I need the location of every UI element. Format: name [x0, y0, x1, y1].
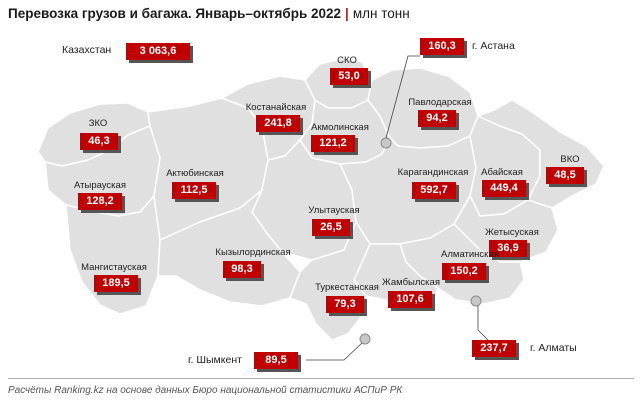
region-value-zhetysu: 36,9: [489, 240, 527, 257]
region-label-pavlodar: Павлодарская: [408, 97, 472, 108]
region-label-turkestan: Туркестанская: [315, 282, 379, 293]
city-value-shymkent: 89,5: [254, 352, 298, 369]
region-label-zhambyl: Жамбылская: [382, 277, 440, 288]
region-label-akmola: Акмолинская: [311, 122, 369, 133]
region-value-zko: 46,3: [80, 133, 118, 150]
header: Перевозка грузов и багажа. Январь–октябр…: [8, 6, 410, 21]
region-label-vko: ВКО: [560, 154, 580, 165]
total-value-box: 3 063,6: [126, 43, 190, 60]
region-value-kyzylorda: 98,3: [223, 261, 261, 278]
total-label: Казахстан: [62, 44, 112, 56]
shymkent-marker: [359, 333, 371, 345]
title-separator: |: [345, 6, 349, 21]
astana-leader-line: [385, 55, 420, 139]
region-value-turkestan: 79,3: [326, 296, 364, 313]
region-value-mangistau: 189,5: [94, 275, 138, 292]
shymkent-leader-line: [306, 342, 363, 361]
map-title: Перевозка грузов и багажа. Январь–октябр…: [8, 6, 342, 21]
city-markers: [306, 55, 489, 361]
almaty-leader-line: [477, 306, 489, 341]
region-value-pavlodar: 94,2: [418, 110, 456, 127]
region-label-mangistau: Мангистауская: [81, 262, 147, 273]
region-value-almaty-region: 150,2: [442, 263, 486, 280]
region-label-almaty-region: Алматинская: [441, 249, 499, 260]
region-value-vko: 48,5: [546, 167, 584, 184]
region-value-akmola: 121,2: [311, 135, 355, 152]
footer-divider: [8, 378, 634, 379]
region-value-atyrau: 128,2: [78, 193, 122, 210]
region-label-ulytau: Улытауская: [308, 205, 360, 216]
region-label-sko: СКО: [337, 55, 357, 66]
city-label-shymkent: г. Шымкент: [188, 354, 242, 366]
region-label-kostanay: Костанайская: [245, 102, 307, 113]
region-value-ulytau: 26,5: [312, 219, 350, 236]
region-label-zhetysu: Жетысуская: [485, 227, 539, 238]
region-value-kostanay: 241,8: [256, 115, 300, 132]
astana-marker: [380, 137, 392, 149]
region-value-aktobe: 112,5: [172, 182, 216, 199]
region-label-kyzylorda: Кызылординская: [215, 247, 291, 258]
unit-label: млн тонн: [352, 6, 410, 21]
region-value-sko: 53,0: [330, 68, 368, 85]
region-label-atyrau: Атырауская: [74, 180, 126, 191]
region-value-abay: 449,4: [482, 180, 526, 197]
region-label-karaganda: Карагандинская: [397, 167, 469, 178]
region-label-abay: Абайская: [481, 167, 523, 178]
almaty-marker: [470, 295, 482, 307]
region-shapes: [37, 57, 605, 341]
city-label-astana: г. Астана: [472, 40, 515, 52]
region-label-zko: ЗКО: [88, 118, 108, 129]
city-value-almaty: 237,7: [472, 340, 516, 357]
source-footnote: Расчёты Ranking.kz на основе данных Бюро…: [8, 385, 403, 396]
region-value-karaganda: 592,7: [412, 182, 456, 199]
region-value-zhambyl: 107,6: [388, 291, 432, 308]
region-label-aktobe: Актюбинская: [166, 168, 224, 179]
city-label-almaty: г. Алматы: [530, 342, 577, 354]
city-value-astana: 160,3: [420, 38, 464, 55]
